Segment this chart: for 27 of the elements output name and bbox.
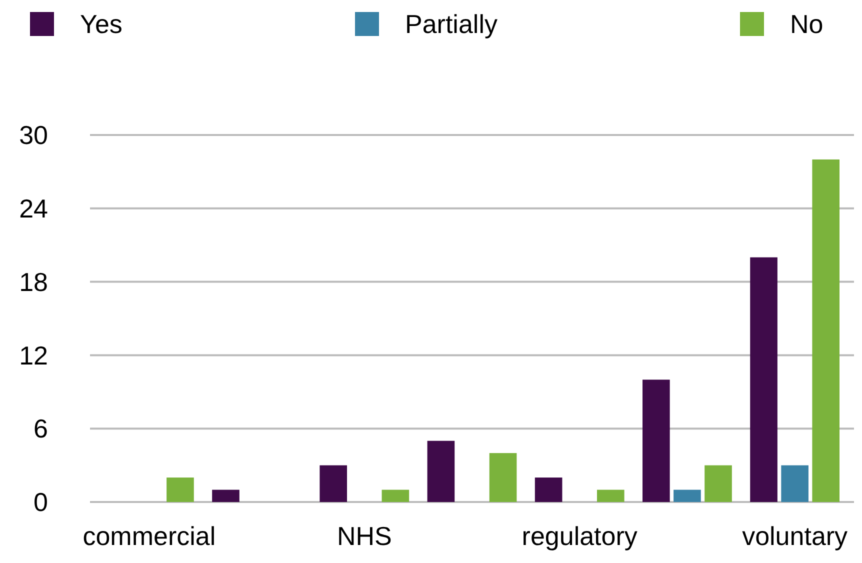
x-tick-label: voluntary xyxy=(742,521,848,551)
x-tick-label: regulatory xyxy=(522,521,638,551)
bar xyxy=(596,490,624,502)
bar xyxy=(534,478,562,502)
bar xyxy=(642,380,670,502)
bar xyxy=(781,465,808,502)
bar xyxy=(812,159,840,502)
bar xyxy=(427,440,455,502)
bar xyxy=(166,478,194,502)
x-tick-label: commercial xyxy=(82,521,216,551)
legend-label: Partially xyxy=(405,9,498,40)
y-tick-label: 24 xyxy=(19,194,48,224)
bar xyxy=(320,465,348,502)
bar xyxy=(750,257,778,502)
bar xyxy=(212,490,240,502)
x-tick-label: NHS xyxy=(336,521,392,551)
bar xyxy=(674,490,701,502)
legend-label: Yes xyxy=(80,9,122,40)
bar xyxy=(704,465,732,502)
y-tick-label: 0 xyxy=(34,487,48,518)
bar xyxy=(489,453,517,502)
y-tick-label: 30 xyxy=(19,120,48,150)
y-tick-label: 12 xyxy=(19,340,48,370)
legend-label: No xyxy=(790,9,824,40)
bar xyxy=(382,490,410,502)
y-tick-label: 6 xyxy=(34,414,48,444)
y-tick-label: 18 xyxy=(19,266,48,297)
